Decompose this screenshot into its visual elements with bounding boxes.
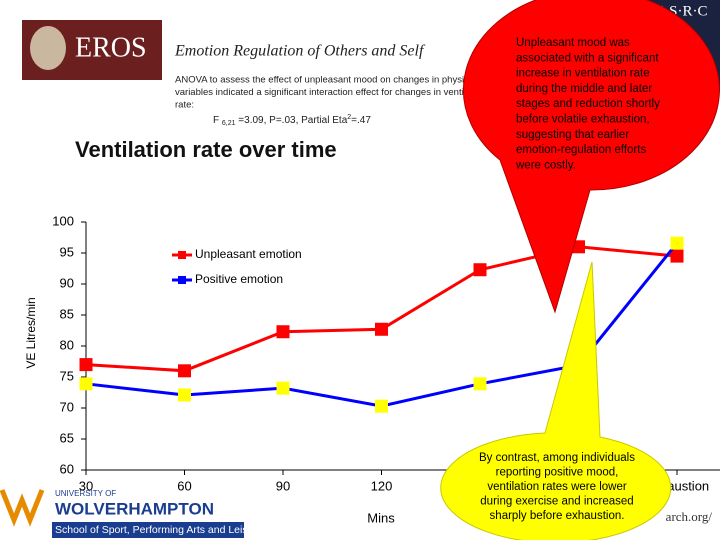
y-tick-label: 60	[60, 461, 74, 476]
callout-unpleasant-line: during the middle and later	[516, 83, 652, 95]
point-marker	[473, 377, 487, 391]
point-marker	[473, 263, 487, 277]
callout-positive-line: By contrast, among individuals	[479, 452, 635, 464]
point-marker	[670, 236, 684, 250]
callout-unpleasant-line: stages and reduction shortly	[516, 98, 660, 110]
point-marker	[375, 399, 388, 413]
point-marker	[178, 364, 191, 378]
point-marker	[572, 240, 585, 254]
x-tick-label: 60	[177, 478, 191, 493]
point-marker	[276, 381, 290, 395]
y-tick-label: 75	[60, 368, 74, 383]
point-marker	[79, 377, 93, 391]
eros-logo-text: EROS	[75, 32, 147, 63]
anova-line: ANOVA to assess the effect of unpleasant…	[175, 75, 496, 86]
y-tick-label: 100	[52, 213, 74, 228]
anova-line: variables indicated a significant intera…	[175, 87, 486, 98]
stat-line: F 6,21 =3.09, P=.03, Partial Eta2=.47	[213, 114, 371, 129]
header-title: Emotion Regulation of Others and Self	[174, 43, 426, 60]
callout-unpleasant-line: suggesting that earlier	[516, 129, 629, 141]
y-tick-label: 65	[60, 430, 74, 445]
x-tick-label: 120	[371, 478, 393, 493]
callout-positive-line: sharply before exhaustion.	[490, 510, 625, 522]
x-tick-label: 90	[276, 478, 290, 493]
legend-swatch-marker	[178, 276, 186, 284]
point-marker	[79, 358, 93, 372]
anova-text: ANOVA to assess the effect of unpleasant…	[175, 75, 496, 111]
university-top: UNIVERSITY OF	[55, 489, 116, 498]
point-marker	[178, 388, 191, 402]
university-logo-mark	[0, 489, 45, 527]
stat-sub: 6,21	[222, 120, 236, 127]
url-fragment: arch.org/	[666, 509, 713, 524]
callout-unpleasant-line: emotion-regulation efforts	[516, 144, 646, 156]
chart-title: Ventilation rate over time	[75, 137, 337, 162]
point-marker	[276, 325, 290, 339]
callout-unpleasant-line: before volatile exhaustion,	[516, 114, 650, 126]
y-tick-label: 90	[60, 275, 74, 290]
y-axis-label: VE Litres/min	[24, 297, 38, 368]
point-marker	[670, 249, 684, 263]
callout-positive-line: during exercise and increased	[480, 496, 633, 508]
y-tick-label: 95	[60, 244, 74, 259]
school-name: School of Sport, Performing Arts and Lei…	[55, 524, 263, 536]
y-tick-label: 80	[60, 337, 74, 352]
legend-label: Unpleasant emotion	[195, 247, 302, 261]
point-marker	[375, 322, 388, 336]
callouts: Unpleasant mood was associated with a sig…	[440, 0, 720, 540]
eros-logo-figure	[30, 26, 66, 70]
callout-positive-line: ventilation rates were lower	[487, 481, 627, 493]
y-tick-label: 85	[60, 306, 74, 321]
callout-unpleasant-line: Unpleasant mood was	[516, 37, 630, 49]
x-axis-label: Mins	[367, 510, 395, 525]
stat-prefix: F	[213, 115, 219, 126]
callout-unpleasant-line: increase in ventilation rate	[516, 68, 650, 80]
y-tick-label: 70	[60, 399, 74, 414]
stat-mid: =3.09, P=.03, Partial Eta	[238, 115, 347, 126]
x-tick-label: 30	[79, 478, 93, 493]
callout-positive-shape	[440, 261, 672, 540]
university-name: WOLVERHAMPTON	[55, 499, 214, 518]
callout-unpleasant-line: were costly.	[515, 159, 576, 171]
legend-swatch-marker	[178, 251, 186, 259]
callout-positive-line: reporting positive mood,	[496, 467, 619, 479]
callout-unpleasant-shape	[462, 0, 720, 314]
callout-unpleasant-line: associated with a significant	[516, 52, 659, 64]
legend-label: Positive emotion	[195, 272, 283, 286]
stat-sup: 2	[347, 114, 351, 121]
stat-end: =.47	[351, 115, 371, 126]
school-bar	[52, 522, 244, 538]
anova-line: rate:	[175, 100, 194, 111]
